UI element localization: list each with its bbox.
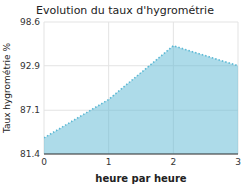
- y-axis-label: Taux hygrométrie %: [2, 42, 12, 134]
- area: [44, 46, 238, 154]
- line: [44, 46, 238, 138]
- y-tick-label: 98.6: [20, 17, 40, 27]
- chart: 0 1 2 3 81.4 87.1 92.9 98.6Evolution du taux d'…: [0, 0, 250, 188]
- x-tick-label: 1: [106, 157, 112, 167]
- x-tick-label: 3: [235, 157, 241, 167]
- y-tick-label: 92.9: [20, 61, 40, 71]
- x-tick-label: 0: [41, 157, 47, 167]
- grid: [44, 22, 238, 154]
- x-axis: [44, 154, 238, 155]
- plot-area: [44, 46, 238, 154]
- grid-line: [44, 22, 238, 23]
- grid-line: [44, 22, 45, 154]
- x-axis-label: heure par heure: [95, 173, 186, 184]
- grid-line: [44, 154, 238, 155]
- y-tick-label: 87.1: [20, 105, 40, 115]
- title: Evolution du taux d'hygrométrie: [36, 4, 214, 17]
- x-tick-label: 2: [170, 157, 176, 167]
- y-tick-label: 81.4: [20, 149, 40, 159]
